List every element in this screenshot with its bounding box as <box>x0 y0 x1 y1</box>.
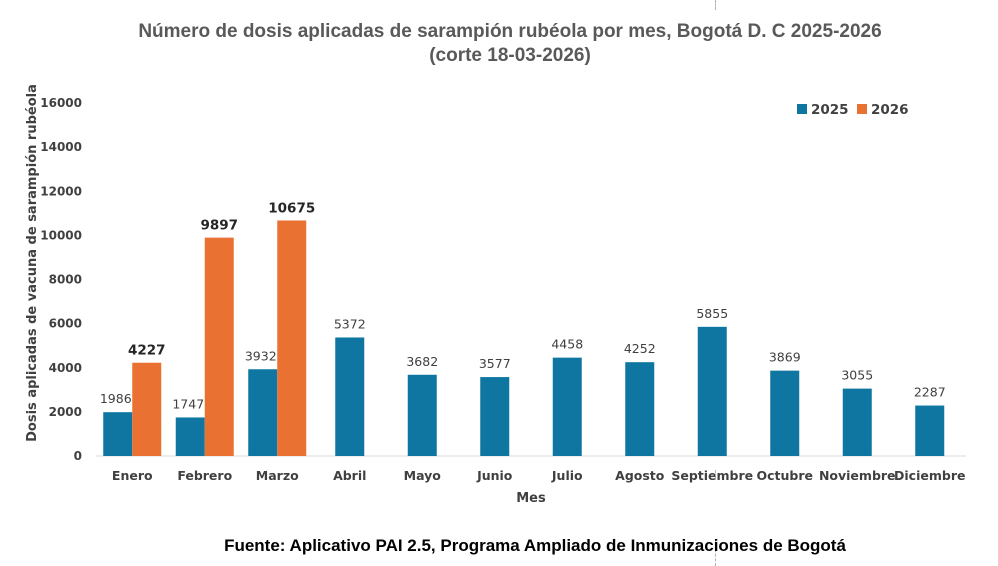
x-tick-label: Junio <box>476 468 513 483</box>
y-tick-label: 8000 <box>49 273 82 287</box>
chart-title: Número de dosis aplicadas de sarampión r… <box>138 21 881 42</box>
bar-2025-diciembre <box>915 405 945 456</box>
data-label-2025-octubre: 3869 <box>769 350 801 365</box>
bar-2025-marzo <box>248 369 278 456</box>
data-label-2025-agosto: 4252 <box>624 341 656 356</box>
bar-2025-mayo <box>407 374 437 456</box>
y-tick-label: 14000 <box>40 140 82 154</box>
bar-2025-abril <box>335 337 365 456</box>
x-tick-label: Septiembre <box>671 468 753 483</box>
data-label-2025-septiembre: 5855 <box>696 306 728 321</box>
data-label-2026-febrero: 9897 <box>200 218 238 234</box>
bar-2026-febrero <box>204 237 234 456</box>
source-note: Fuente: Aplicativo PAI 2.5, Programa Amp… <box>224 536 846 555</box>
bar-2026-enero <box>132 362 162 456</box>
data-label-2025-abril: 5372 <box>334 316 366 331</box>
data-label-2025-enero: 1986 <box>100 391 132 406</box>
y-tick-label: 0 <box>74 449 82 463</box>
data-label-2025-febrero: 1747 <box>172 396 204 411</box>
data-label-2026-enero: 4227 <box>128 343 166 359</box>
x-tick-label: Noviembre <box>819 468 896 483</box>
y-tick-label: 6000 <box>49 317 82 331</box>
legend-label-2025: 2025 <box>811 102 849 118</box>
x-tick-label: Abril <box>333 468 366 483</box>
legend-label-2026: 2026 <box>871 102 909 118</box>
legend: 2025 2026 <box>797 102 909 118</box>
guide-line-bottom <box>715 540 716 566</box>
y-tick-label: 16000 <box>40 96 82 110</box>
x-axis-title: Mes <box>516 491 546 506</box>
x-tick-label: Julio <box>551 468 583 483</box>
y-tick-label: 12000 <box>40 184 82 198</box>
data-label-2025-mayo: 3682 <box>406 354 438 369</box>
x-tick-label: Marzo <box>256 468 299 483</box>
bar-2025-febrero <box>175 417 205 456</box>
bar-2025-septiembre <box>697 326 727 456</box>
x-tick-label: Mayo <box>404 468 442 483</box>
x-tick-label: Octubre <box>756 468 813 483</box>
data-label-2025-diciembre: 2287 <box>914 385 946 400</box>
bar-2025-octubre <box>770 370 800 456</box>
x-tick-label: Febrero <box>177 468 232 483</box>
bar-2025-julio <box>552 357 582 456</box>
y-tick-label: 4000 <box>49 361 82 375</box>
data-label-2025-junio: 3577 <box>479 356 511 371</box>
guide-line-top <box>715 0 716 10</box>
bar-2025-enero <box>103 412 133 456</box>
y-tick-label: 2000 <box>49 405 82 419</box>
x-axis: Enero Febrero Marzo Abril Mayo Junio Julio Agos… <box>112 468 966 483</box>
x-tick-label: Enero <box>112 468 153 483</box>
bar-2025-junio <box>480 377 510 456</box>
legend-swatch-2025 <box>797 104 807 114</box>
y-axis-title: Dosis aplicadas de vacuna de sarampión r… <box>25 84 40 442</box>
bar-2026-marzo <box>277 220 307 456</box>
legend-swatch-2026 <box>857 104 867 114</box>
chart-subtitle: (corte 18-03-2026) <box>429 45 591 66</box>
data-label-2025-marzo: 3932 <box>245 348 277 363</box>
y-tick-label: 10000 <box>40 228 82 242</box>
data-label-2025-julio: 4458 <box>551 337 583 352</box>
data-label-2026-marzo: 10675 <box>268 200 315 216</box>
bar-2025-noviembre <box>842 388 872 456</box>
bar-2025-agosto <box>625 362 655 456</box>
x-tick-label: Agosto <box>615 468 665 483</box>
guide-line-mid <box>715 470 716 480</box>
data-label-2025-noviembre: 3055 <box>841 368 873 383</box>
y-axis: 0 2000 4000 6000 8000 10000 12000 14000 16000 <box>40 96 82 463</box>
bars: 1986 4227 1747 9897 3932 10675 5372 3682 3577 445… <box>100 200 946 456</box>
x-tick-label: Diciembre <box>894 468 965 483</box>
